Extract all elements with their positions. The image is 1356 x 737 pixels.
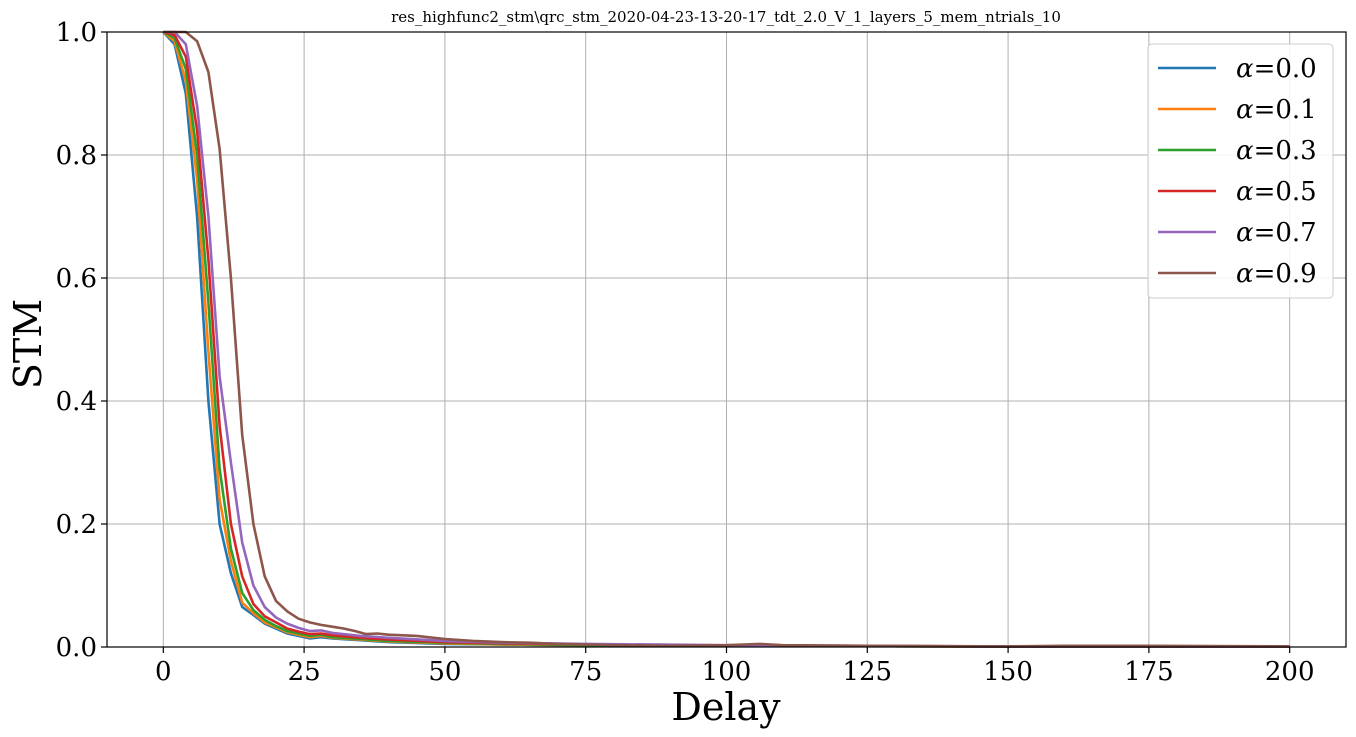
y-axis-label: STM	[6, 299, 50, 389]
legend-entry: α=0.9	[1236, 259, 1317, 289]
x-tick-label: 150	[983, 657, 1033, 687]
legend-entry: α=0.3	[1236, 136, 1317, 166]
grid	[107, 32, 1346, 647]
y-tick-label: 0.8	[56, 141, 97, 171]
legend-entry: α=0.1	[1236, 95, 1317, 125]
x-tick-label: 100	[702, 657, 752, 687]
y-tick-label: 1.0	[56, 18, 97, 48]
legend-entry: α=0.0	[1236, 54, 1317, 84]
y-tick-label: 0.4	[56, 387, 97, 417]
legend: α=0.0 α=0.1 α=0.3 α=0.5 α=0.7 α=0.9	[1147, 43, 1334, 299]
x-tick-label: 0	[155, 657, 172, 687]
x-tick-label: 175	[1124, 657, 1174, 687]
axis-ticks: 0 25 50 75 100 125 150 175 200 0.0 0.2 0.4 0.6 0.8 1.0	[56, 18, 1315, 687]
legend-box	[1147, 43, 1334, 299]
y-tick-label: 0.2	[56, 510, 97, 540]
x-tick-label: 200	[1265, 657, 1315, 687]
x-tick-label: 25	[288, 657, 321, 687]
legend-entry: α=0.5	[1236, 177, 1317, 207]
y-tick-label: 0.0	[56, 633, 97, 663]
legend-entry: α=0.7	[1236, 218, 1317, 248]
y-tick-label: 0.6	[56, 264, 97, 294]
x-tick-label: 75	[569, 657, 602, 687]
x-tick-label: 50	[428, 657, 461, 687]
x-tick-label: 125	[842, 657, 892, 687]
series-lines	[162, 30, 1290, 648]
chart-title: res_highfunc2_stm\qrc_stm_2020-04-23-13-…	[391, 8, 1061, 26]
series-line	[163, 30, 1290, 648]
x-axis-label: Delay	[671, 685, 781, 729]
